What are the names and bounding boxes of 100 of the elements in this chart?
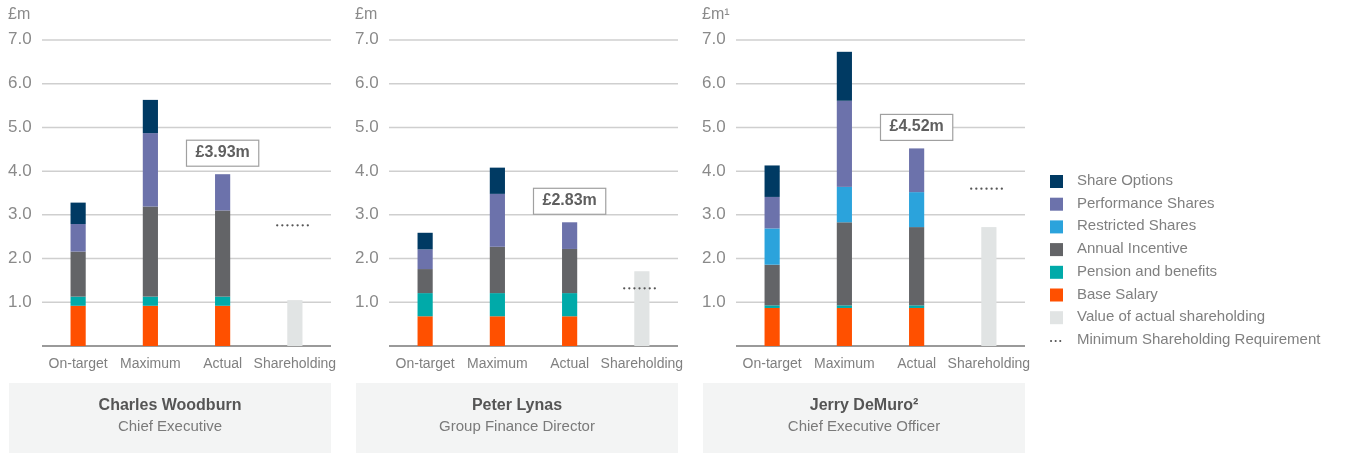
bar [287,300,303,346]
total-label: £3.93m [195,143,250,161]
x-tick-label: Maximum [467,354,528,371]
bar [417,293,433,317]
bar [142,296,158,306]
y-tick-label: 3.0 [702,204,726,224]
bar [70,251,86,297]
bar [489,193,505,247]
bar [634,271,650,346]
bar [417,249,433,270]
bar [562,222,578,249]
y-tick-label: 6.0 [8,73,32,93]
bar [70,296,86,306]
y-tick-label: 4.0 [702,160,726,180]
x-tick-label: On-target [395,354,455,371]
y-tick-label: 4.0 [8,160,32,180]
bar [142,133,158,207]
bar [215,210,231,297]
bar [489,246,505,294]
legend-label: Pension and benefits [1077,261,1218,279]
x-tick-label: Shareholding [600,354,684,371]
bar [909,148,925,193]
bar [142,99,158,134]
x-tick-label: On-target [742,354,802,371]
bar [909,192,925,228]
bar [489,167,505,194]
legend-label: Share Options [1077,170,1173,188]
bar [764,228,780,265]
bar [764,165,780,197]
x-tick-label: Maximum [120,354,181,371]
text: Jerry DeMuro² [809,396,919,414]
bar [142,206,158,297]
bar [764,305,780,308]
legend-label: Minimum Shareholding Requirement [1077,329,1322,347]
text: Peter Lynas [471,396,563,414]
legend-label: Annual Incentive [1077,239,1188,257]
y-tick-label: 7.0 [8,29,32,49]
y-tick-label: 3.0 [355,204,379,224]
total-label: £2.83m [542,191,597,209]
bar [562,248,578,294]
bar [70,305,86,346]
y-axis-title: £m [355,5,378,23]
x-tick-label: Actual [203,354,243,371]
legend-label: Base Salary [1077,284,1159,302]
bar [142,305,158,346]
y-tick-label: 6.0 [702,73,726,93]
bar [764,264,780,306]
bar [215,305,231,346]
x-tick-label: Actual [897,354,937,371]
bar [70,224,86,252]
bar [764,307,780,346]
bar [417,269,433,294]
x-tick-label: On-target [48,354,108,371]
text: Chief Executive [117,416,223,434]
bar [836,186,852,223]
bar [489,293,505,317]
total-label: £4.52m [889,117,944,135]
legend-label: Restricted Shares [1077,216,1197,234]
bar [909,307,925,346]
y-axis-title: £m [8,5,31,23]
y-tick-label: 7.0 [355,29,379,49]
bar [836,222,852,306]
legend-label: Value of actual shareholding [1077,307,1266,325]
bar [836,100,852,187]
y-tick-label: 2.0 [8,248,32,268]
bar [764,196,780,229]
x-tick-label: Shareholding [947,354,1031,371]
y-tick-label: 1.0 [702,291,726,311]
bar [489,316,505,346]
y-tick-label: 1.0 [355,291,379,311]
y-axis-title: £m¹ [702,5,730,23]
y-tick-label: 4.0 [355,160,379,180]
bar [836,51,852,101]
text: Charles Woodburn [98,396,242,414]
y-tick-label: 5.0 [702,116,726,136]
text: Chief Executive Officer [787,416,941,434]
y-tick-label: 3.0 [8,204,32,224]
bar [836,305,852,308]
y-tick-label: 2.0 [355,248,379,268]
bar [417,232,433,250]
bar [215,296,231,306]
x-tick-label: Maximum [814,354,875,371]
bar [909,227,925,306]
y-tick-label: 7.0 [702,29,726,49]
y-tick-label: 6.0 [355,73,379,93]
y-tick-label: 1.0 [8,291,32,311]
y-tick-label: 2.0 [702,248,726,268]
bar [215,174,231,211]
x-tick-label: Actual [550,354,590,371]
bar [562,293,578,317]
text: Group Finance Director [439,416,595,434]
legend-label: Performance Shares [1077,193,1215,211]
x-tick-label: Shareholding [253,354,337,371]
bar [562,316,578,346]
bar [836,307,852,346]
y-tick-label: 5.0 [355,116,379,136]
bar [909,305,925,308]
bar [981,227,997,346]
y-tick-label: 5.0 [8,116,32,136]
bar [417,316,433,346]
